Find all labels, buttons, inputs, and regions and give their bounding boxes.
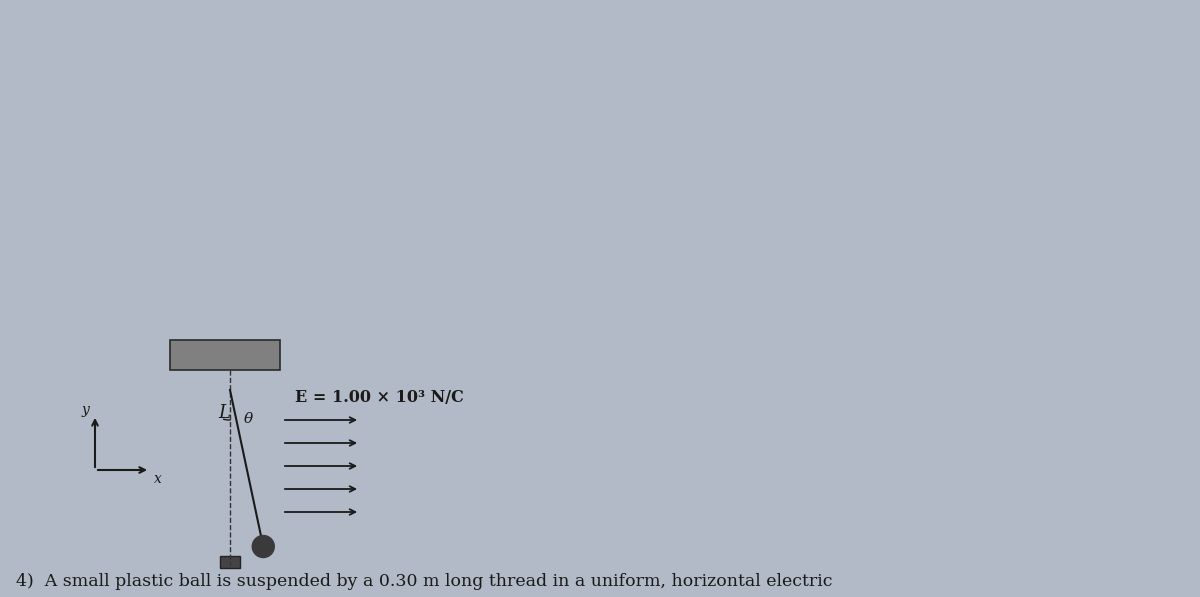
Bar: [170, 340, 280, 370]
Bar: [220, 556, 240, 568]
Circle shape: [252, 536, 275, 558]
Text: θ: θ: [244, 412, 253, 426]
Text: E = 1.00 × 10³ N/C: E = 1.00 × 10³ N/C: [295, 389, 464, 407]
Text: x: x: [154, 472, 162, 486]
Text: L: L: [218, 404, 230, 422]
Text: y: y: [82, 403, 89, 417]
Text: 4)  A small plastic ball is suspended by a 0.30 m long thread in a uniform, hori: 4) A small plastic ball is suspended by …: [16, 573, 832, 590]
